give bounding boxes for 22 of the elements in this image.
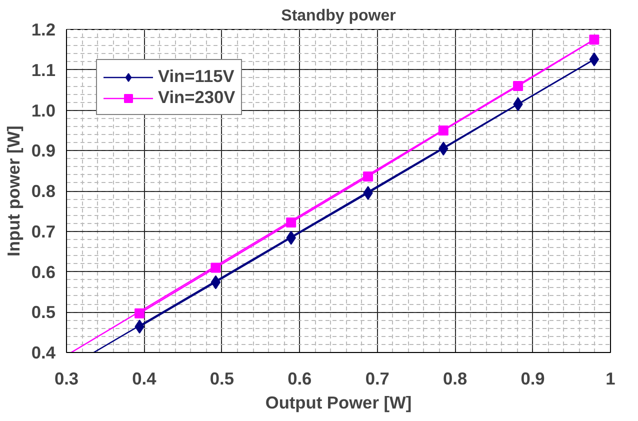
y-tick-label: 1.0 [31,100,56,120]
y-axis-title: Input power [W] [3,126,24,256]
y-tick-label: 0.5 [31,302,56,322]
x-tick-label: 0.6 [288,368,312,388]
y-tick-label: 1.1 [31,60,56,80]
x-tick-label: 0.8 [443,368,468,388]
chart-title: Standby power [281,8,396,24]
x-tick-label: 0.7 [365,368,390,388]
y-tick-label: 0.4 [31,342,56,362]
x-tick-label: 0.9 [520,368,545,388]
x-axis-title: Output Power [W] [265,392,412,412]
x-tick-label: 0.4 [132,368,157,388]
x-tick-label: 0.5 [210,368,234,388]
y-tick-label: 0.9 [31,140,56,161]
y-tick-label: 0.7 [31,221,56,242]
legend-label: Vin=230V [158,87,236,108]
y-tick-label: 0.8 [31,181,56,201]
x-tick-label: 1 [606,368,616,388]
legend-label: Vin=115V [158,66,234,87]
y-tick-label: 0.6 [31,262,56,282]
x-tick-label: 0.3 [54,368,79,388]
y-tick-label: 1.2 [31,20,56,40]
